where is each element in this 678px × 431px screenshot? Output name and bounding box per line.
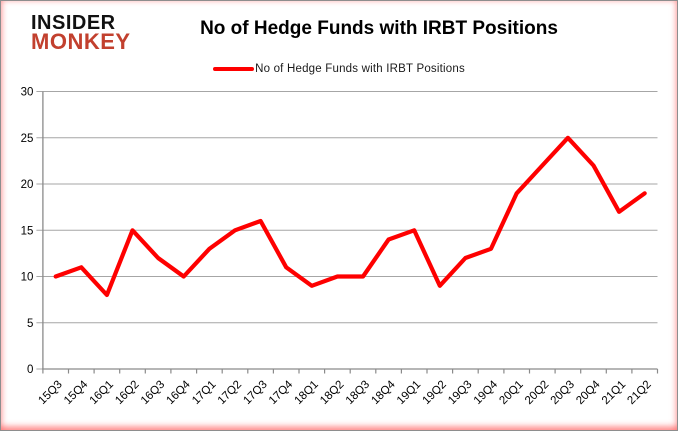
x-axis-tick-label: 16Q1	[88, 379, 116, 407]
x-axis-tick-label: 18Q3	[344, 379, 372, 407]
x-axis-tick-label: 20Q3	[549, 379, 577, 407]
legend-line-marker	[213, 67, 255, 71]
y-axis-tick-label: 25	[21, 133, 34, 145]
insider-monkey-logo: INSIDER MONKEY	[31, 12, 131, 55]
x-axis-tick-label: 16Q4	[164, 378, 193, 407]
x-axis-tick-label: 19Q4	[472, 378, 501, 407]
logo-line1: INSIDER	[31, 12, 116, 34]
x-axis-tick-label: 16Q2	[113, 379, 141, 407]
legend-label: No of Hedge Funds with IRBT Positions	[255, 63, 465, 75]
x-axis-tick-label: 17Q2	[216, 379, 244, 407]
y-axis-tick-label: 0	[27, 364, 33, 376]
x-axis-tick-label: 19Q1	[395, 379, 423, 407]
x-axis-tick-label: 16Q3	[139, 379, 167, 407]
x-axis-tick-label: 18Q4	[369, 378, 398, 407]
y-axis-tick-label: 10	[21, 272, 34, 284]
x-axis-tick-label: 20Q2	[523, 379, 551, 407]
x-axis-tick-label: 19Q2	[421, 379, 449, 407]
series-line	[53, 135, 647, 298]
y-axis-tick-label: 20	[21, 179, 34, 191]
x-axis-tick-label: 17Q1	[190, 379, 218, 407]
y-axis-tick-label: 15	[21, 225, 34, 237]
x-axis-tick-label: 21Q2	[625, 379, 653, 407]
chart-title: No of Hedge Funds with IRBT Positions	[200, 18, 558, 39]
x-axis-tick-label: 20Q1	[497, 379, 525, 407]
y-axis-tick-label: 5	[27, 318, 33, 330]
x-axis-tick-label: 18Q2	[318, 379, 346, 407]
x-axis-tick-label: 15Q3	[36, 379, 64, 407]
x-axis-tick-label: 21Q1	[600, 379, 628, 407]
x-axis-tick-label: 15Q4	[62, 378, 91, 407]
legend: No of Hedge Funds with IRBT Positions	[1, 62, 677, 76]
x-axis-tick-label: 20Q4	[574, 378, 603, 407]
x-axis-tick-label: 17Q4	[267, 378, 296, 407]
x-axis-tick-label: 18Q1	[293, 379, 321, 407]
y-axis-tick-label: 30	[21, 87, 34, 99]
x-axis-tick-label: 17Q3	[241, 379, 269, 407]
logo-line2: MONKEY	[31, 29, 131, 55]
x-axis-tick-label: 19Q3	[446, 379, 474, 407]
